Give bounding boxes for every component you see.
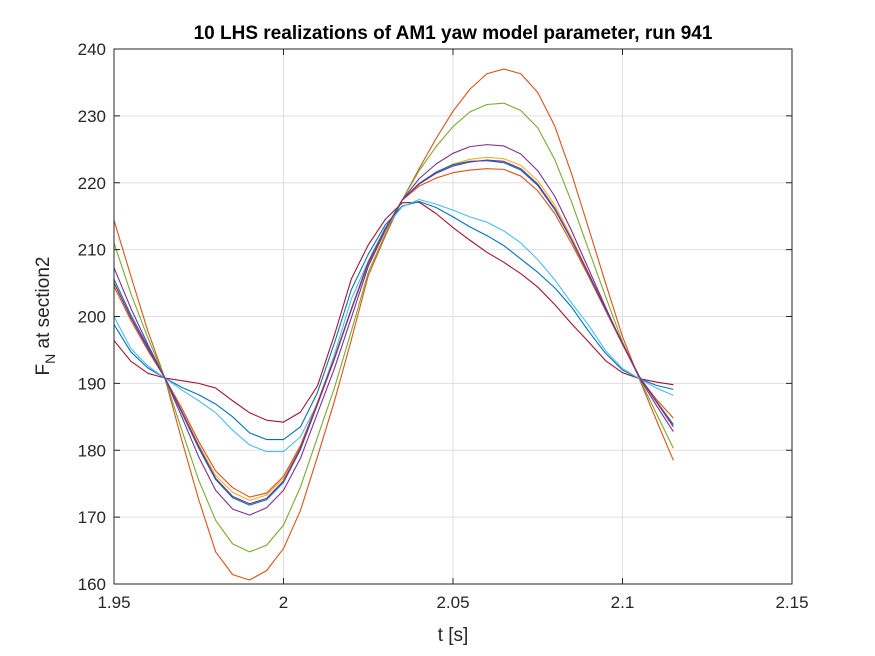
y-tick-label: 180 xyxy=(78,441,106,460)
y-axis-label-rest: at section2 xyxy=(33,257,54,354)
x-tick-label: 2 xyxy=(279,593,288,612)
y-tick-label: 240 xyxy=(78,40,106,59)
series-line-4 xyxy=(113,201,674,423)
x-tick-label: 1.95 xyxy=(97,593,130,612)
y-tick-labels: 160 170 180 190 200 210 220 230 240 xyxy=(78,40,106,594)
axis-ticks xyxy=(113,48,793,585)
y-axis-label: FN at section2 xyxy=(33,257,58,376)
y-axis-label-subscript: N xyxy=(42,354,58,364)
series-line-6 xyxy=(113,198,674,453)
x-axis-label: t [s] xyxy=(438,625,469,646)
series-layer xyxy=(113,68,674,581)
y-tick-label: 190 xyxy=(78,374,106,393)
x-tick-label: 2.05 xyxy=(436,593,469,612)
y-tick-label: 170 xyxy=(78,508,106,527)
x-tick-label: 2.1 xyxy=(611,593,635,612)
y-tick-label: 160 xyxy=(78,575,106,594)
y-tick-label: 220 xyxy=(78,174,106,193)
y-tick-label: 210 xyxy=(78,241,106,260)
y-axis-label-main: F xyxy=(33,364,54,376)
y-tick-label: 200 xyxy=(78,308,106,327)
x-tick-label: 2.15 xyxy=(775,593,808,612)
series-line-10 xyxy=(113,159,674,505)
chart-title: 10 LHS realizations of AM1 yaw model par… xyxy=(194,23,713,44)
y-tick-label: 230 xyxy=(78,107,106,126)
x-tick-labels: 1.95 2 2.05 2.1 2.15 xyxy=(97,593,808,612)
